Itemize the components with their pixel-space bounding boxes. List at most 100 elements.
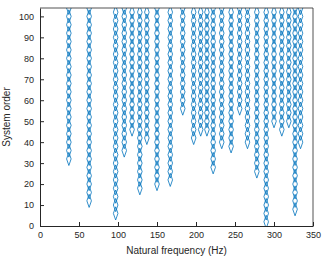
pole-marker (287, 39, 292, 52)
pole-marker (138, 182, 143, 195)
pole-marker (155, 85, 160, 98)
pole-marker (130, 48, 135, 61)
pole-marker (245, 119, 250, 132)
pole-marker (237, 52, 242, 65)
pole-marker (272, 73, 277, 86)
pole-marker (280, 48, 285, 61)
pole-marker (293, 85, 298, 98)
pole-marker (205, 115, 210, 128)
pole-marker (264, 22, 269, 35)
pole-marker (191, 98, 196, 111)
pole-marker (245, 27, 250, 40)
pole-marker (293, 27, 298, 40)
pole-marker (168, 165, 173, 178)
pole-marker (87, 94, 92, 107)
pole-marker (198, 89, 203, 102)
pole-marker (155, 169, 160, 182)
y-tick-label: 50 (24, 117, 34, 127)
x-tick-label: 250 (228, 230, 243, 240)
pole-marker (245, 60, 250, 73)
pole-marker (87, 127, 92, 140)
pole-marker (198, 106, 203, 119)
pole-marker (168, 123, 173, 136)
pole-marker (168, 81, 173, 94)
pole-marker (155, 144, 160, 157)
pole-marker (155, 77, 160, 90)
pole-marker (130, 14, 135, 27)
pole-marker (145, 39, 150, 52)
pole-marker (113, 89, 118, 102)
pole-marker (237, 10, 242, 23)
x-tick-mark (118, 222, 119, 226)
pole-marker (264, 115, 269, 128)
x-tick: 300 (267, 222, 282, 240)
pole-marker (245, 85, 250, 98)
pole-marker (180, 18, 185, 31)
pole-marker (168, 22, 173, 35)
pole-marker (264, 31, 269, 44)
pole-marker (205, 106, 210, 119)
y-tick-mark (40, 16, 44, 17)
pole-marker (122, 60, 127, 73)
plot: 0501001502002503003500102030405060708090… (19, 1, 321, 240)
pole-marker (122, 10, 127, 23)
pole-marker (113, 8, 118, 19)
y-tick-mark (40, 226, 44, 227)
pole-marker (168, 131, 173, 144)
pole-marker (280, 56, 285, 69)
pole-marker (298, 68, 303, 81)
pole-marker (255, 140, 260, 153)
pole-marker (67, 85, 72, 98)
pole-marker (168, 148, 173, 161)
x-tick-label: 100 (111, 230, 126, 240)
pole-marker (87, 144, 92, 157)
pole-marker (122, 77, 127, 90)
pole-marker (280, 81, 285, 94)
x-tick: 250 (228, 222, 243, 240)
pole-marker (145, 106, 150, 119)
pole-marker (237, 35, 242, 48)
pole-marker (122, 18, 127, 31)
x-tick: 50 (74, 222, 84, 240)
pole-marker (287, 64, 292, 77)
pole-marker (87, 35, 92, 48)
pole-marker (122, 127, 127, 140)
pole-marker (264, 173, 269, 186)
pole-marker (67, 94, 72, 107)
y-tick-mark (40, 121, 44, 122)
pole-marker (237, 8, 242, 15)
pole-marker (113, 106, 118, 119)
pole-marker (67, 77, 72, 90)
pole-marker (245, 10, 250, 23)
pole-marker (138, 140, 143, 153)
pole-marker (287, 89, 292, 102)
pole-marker (255, 81, 260, 94)
pole-marker (168, 48, 173, 61)
pole-marker (264, 165, 269, 178)
pole-marker (138, 157, 143, 170)
pole-marker (145, 8, 150, 19)
pole-marker (298, 10, 303, 23)
pole-marker (298, 35, 303, 48)
pole-marker (264, 14, 269, 27)
plot-background (40, 8, 313, 226)
pole-marker (272, 39, 277, 52)
pole-marker (211, 136, 216, 149)
pole-marker (272, 31, 277, 44)
y-tick-label: 20 (24, 179, 34, 189)
pole-marker (145, 14, 150, 27)
pole-marker (67, 10, 72, 23)
pole-marker (130, 123, 135, 136)
pole-marker (287, 14, 292, 27)
pole-marker (198, 39, 203, 52)
x-tick-label: 300 (267, 230, 282, 240)
pole-marker (298, 27, 303, 40)
pole-marker (293, 203, 298, 216)
pole-marker (198, 56, 203, 69)
pole-marker (298, 60, 303, 73)
pole-marker (211, 94, 216, 107)
pole-marker (67, 52, 72, 65)
pole-marker (155, 177, 160, 190)
pole-marker (180, 85, 185, 98)
pole-marker (211, 27, 216, 40)
